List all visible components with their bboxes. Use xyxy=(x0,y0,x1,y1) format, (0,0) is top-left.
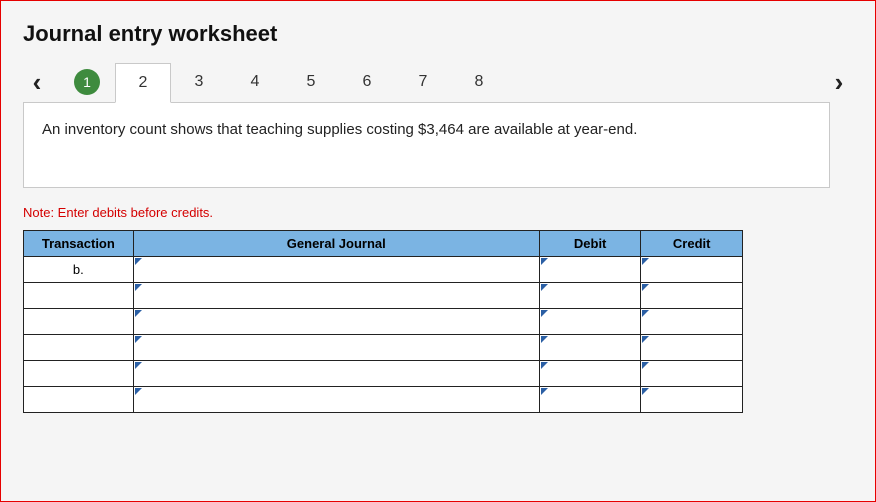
prev-arrow-icon[interactable]: ‹ xyxy=(23,67,51,98)
cell-transaction: b. xyxy=(24,257,134,283)
note-text: Note: Enter debits before credits. xyxy=(23,205,853,220)
col-debit: Debit xyxy=(539,231,641,257)
prompt-text: An inventory count shows that teaching s… xyxy=(42,121,637,138)
cell-credit[interactable] xyxy=(641,283,743,309)
table-row xyxy=(24,387,743,413)
cell-transaction xyxy=(24,283,134,309)
tab-list: 12345678 xyxy=(59,62,507,102)
tab-done-icon: 1 xyxy=(74,69,100,95)
cell-debit[interactable] xyxy=(539,335,641,361)
tab-5[interactable]: 5 xyxy=(283,62,339,102)
cell-debit[interactable] xyxy=(539,387,641,413)
tab-4[interactable]: 4 xyxy=(227,62,283,102)
tab-7[interactable]: 7 xyxy=(395,62,451,102)
col-general-journal: General Journal xyxy=(133,231,539,257)
tab-3[interactable]: 3 xyxy=(171,62,227,102)
cell-credit[interactable] xyxy=(641,257,743,283)
cell-general-journal[interactable] xyxy=(133,335,539,361)
cell-transaction xyxy=(24,335,134,361)
table-row: b. xyxy=(24,257,743,283)
cell-general-journal[interactable] xyxy=(133,257,539,283)
prompt-box: An inventory count shows that teaching s… xyxy=(23,102,830,188)
cell-credit[interactable] xyxy=(641,387,743,413)
table-row xyxy=(24,309,743,335)
table-row xyxy=(24,283,743,309)
cell-general-journal[interactable] xyxy=(133,309,539,335)
tab-1[interactable]: 1 xyxy=(59,62,115,102)
cell-debit[interactable] xyxy=(539,283,641,309)
cell-general-journal[interactable] xyxy=(133,387,539,413)
tab-2[interactable]: 2 xyxy=(115,63,171,103)
cell-credit[interactable] xyxy=(641,309,743,335)
cell-transaction xyxy=(24,387,134,413)
cell-credit[interactable] xyxy=(641,335,743,361)
cell-debit[interactable] xyxy=(539,257,641,283)
cell-general-journal[interactable] xyxy=(133,283,539,309)
cell-debit[interactable] xyxy=(539,309,641,335)
cell-credit[interactable] xyxy=(641,361,743,387)
col-transaction: Transaction xyxy=(24,231,134,257)
col-credit: Credit xyxy=(641,231,743,257)
tab-8[interactable]: 8 xyxy=(451,62,507,102)
next-arrow-icon[interactable]: › xyxy=(825,67,853,98)
tab-row: ‹ 12345678 › xyxy=(23,61,853,103)
table-row xyxy=(24,335,743,361)
page-title: Journal entry worksheet xyxy=(23,21,853,47)
cell-debit[interactable] xyxy=(539,361,641,387)
cell-general-journal[interactable] xyxy=(133,361,539,387)
worksheet-frame: Journal entry worksheet ‹ 12345678 › An … xyxy=(0,0,876,502)
tab-6[interactable]: 6 xyxy=(339,62,395,102)
cell-transaction xyxy=(24,361,134,387)
cell-transaction xyxy=(24,309,134,335)
journal-table: Transaction General Journal Debit Credit… xyxy=(23,230,743,413)
table-row xyxy=(24,361,743,387)
